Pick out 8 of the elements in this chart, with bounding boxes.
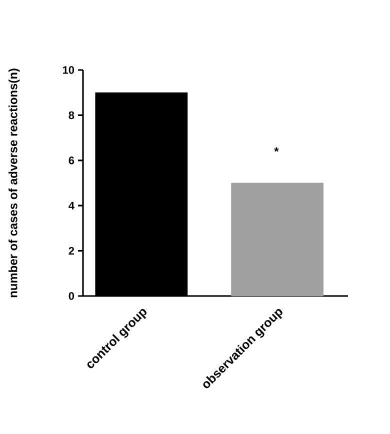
y-axis-title: number of cases of adverse reactions(n) <box>8 68 20 298</box>
y-tick-label: 6 <box>68 156 74 164</box>
y-tick-label: 2 <box>68 246 74 255</box>
y-tick-label: 0 <box>68 292 74 300</box>
y-tick-label: 10 <box>62 66 74 74</box>
y-tick-label: 8 <box>68 111 74 120</box>
annotation: * <box>274 147 279 152</box>
y-tick-label: 4 <box>68 202 74 210</box>
